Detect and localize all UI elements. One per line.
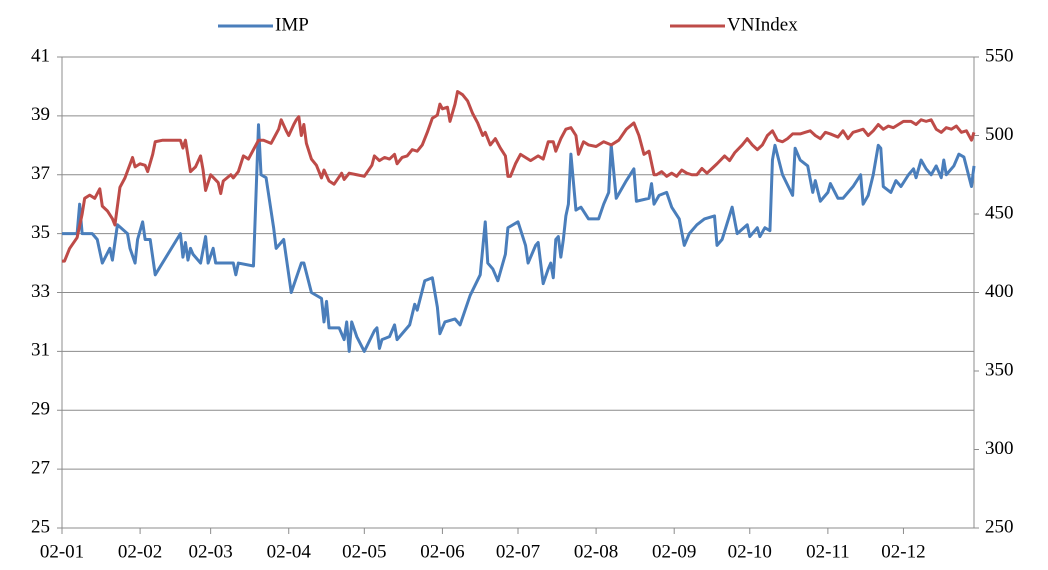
y-tick-label: 31 (31, 340, 50, 361)
x-tick-label: 02-04 (267, 541, 312, 562)
y-tick-label: 33 (31, 281, 50, 302)
y2-tick-label: 350 (985, 359, 1014, 380)
x-tick-label: 02-11 (806, 541, 850, 562)
y-tick-label: 35 (31, 222, 50, 243)
line-series (62, 90, 976, 263)
y2-tick-label: 300 (985, 438, 1014, 459)
legend-label: VNIndex (727, 14, 798, 35)
x-tick-label: 02-07 (496, 541, 540, 562)
y-tick-label: 37 (31, 163, 50, 184)
x-tick-label: 02-02 (118, 541, 162, 562)
y-tick-label: 27 (31, 457, 50, 478)
x-tick-label: 02-10 (728, 541, 772, 562)
x-tick-label: 02-03 (188, 541, 232, 562)
x-tick-label: 02-06 (420, 541, 464, 562)
y-tick-label: 29 (31, 399, 50, 420)
y2-tick-label: 250 (985, 516, 1014, 537)
y2-tick-label: 550 (985, 45, 1014, 66)
x-tick-label: 02-05 (342, 541, 386, 562)
y2-tick-label: 450 (985, 202, 1014, 223)
y-tick-label: 25 (31, 516, 50, 537)
x-tick-label: 02-12 (881, 541, 925, 562)
x-tick-label: 02-09 (652, 541, 696, 562)
legend-label: IMP (275, 14, 309, 35)
y-tick-label: 39 (31, 104, 50, 125)
y2-tick-label: 400 (985, 281, 1014, 302)
y-tick-label: 41 (31, 45, 50, 66)
line-series (62, 123, 976, 353)
y2-tick-label: 500 (985, 124, 1014, 145)
x-tick-label: 02-01 (40, 541, 84, 562)
x-tick-label: 02-08 (574, 541, 618, 562)
